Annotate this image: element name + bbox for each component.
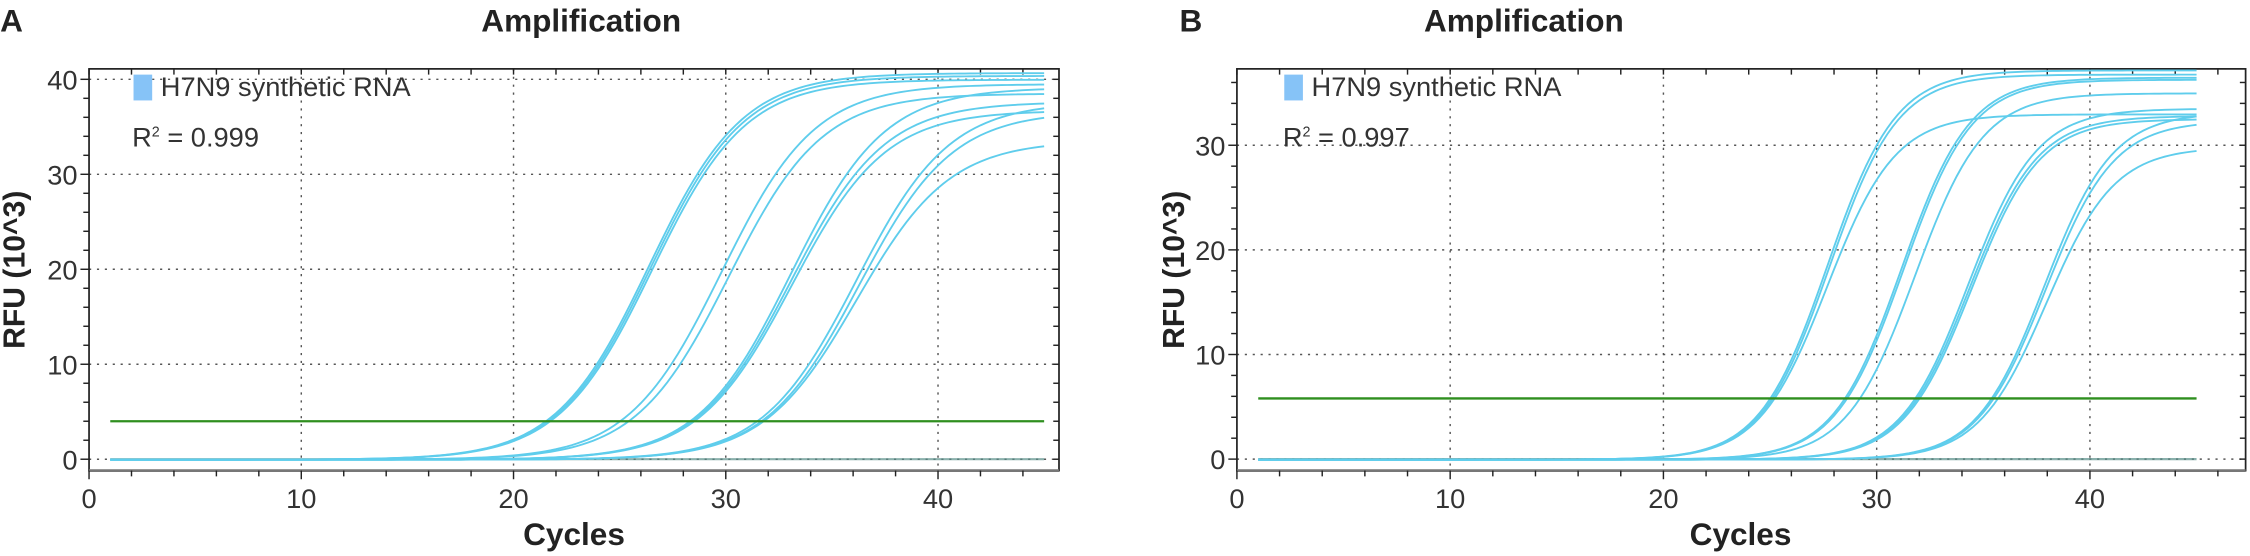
x-axis-label: Cycles xyxy=(523,516,625,552)
legend-label: H7N9 synthetic RNA xyxy=(1312,71,1563,102)
amplification-curve xyxy=(110,145,1045,461)
y-axis-label: RFU (10^3) xyxy=(0,191,31,349)
y-tick-label: 30 xyxy=(1195,130,1225,161)
x-tick-label: 0 xyxy=(1229,483,1244,514)
amplification-curve xyxy=(1258,113,2197,461)
y-tick-label: 20 xyxy=(1195,235,1225,266)
r-squared-prefix: R xyxy=(132,121,152,152)
amplification-curve xyxy=(1258,150,2197,461)
x-tick-label: 30 xyxy=(711,483,741,514)
y-tick-label: 40 xyxy=(47,64,77,95)
x-tick-label: 40 xyxy=(2075,483,2105,514)
r-squared-annotation: R2 = 0.997 xyxy=(1283,121,1410,152)
amplification-curve xyxy=(1258,115,2197,461)
legend-swatch xyxy=(133,74,153,101)
amplification-curve xyxy=(1258,115,2197,461)
y-tick-label: 10 xyxy=(1195,340,1225,371)
amplification-curve xyxy=(110,116,1045,461)
y-tick-label: 0 xyxy=(62,444,77,475)
x-tick-label: 40 xyxy=(923,483,953,514)
legend-label: H7N9 synthetic RNA xyxy=(161,71,412,102)
y-tick-label: 0 xyxy=(1210,444,1225,475)
y-tick-label: 30 xyxy=(47,159,77,190)
x-tick-label: 20 xyxy=(1648,483,1678,514)
y-tick-label: 10 xyxy=(47,349,77,380)
chart-title: Amplification xyxy=(481,3,681,39)
amplification-curve xyxy=(1258,118,2197,461)
x-tick-label: 10 xyxy=(286,483,316,514)
r-squared-value: = 0.999 xyxy=(160,121,259,152)
amplification-curve xyxy=(110,102,1045,461)
x-tick-label: 20 xyxy=(498,483,528,514)
panel-b: B Amplification 0 10 20 30 40 0 10 20 30 Cycles RFU … xyxy=(1158,3,2247,552)
x-axis-label: Cycles xyxy=(1690,516,1792,552)
x-tick-label: 10 xyxy=(1435,483,1465,514)
y-tick-label: 20 xyxy=(47,254,77,285)
y-axis-label: RFU (10^3) xyxy=(1158,191,1191,349)
x-tick-label: 30 xyxy=(1862,483,1892,514)
panel-label: A xyxy=(0,3,23,39)
r-squared-superscript: 2 xyxy=(1303,124,1311,140)
amplification-curve xyxy=(110,107,1045,461)
r-squared-prefix: R xyxy=(1283,121,1303,152)
amplification-curve xyxy=(1258,123,2197,461)
chart-title: Amplification xyxy=(1424,3,1624,39)
amplification-curve xyxy=(1258,108,2197,461)
panel-label: B xyxy=(1180,3,1203,39)
r-squared-superscript: 2 xyxy=(152,124,160,140)
r-squared-annotation: R2 = 0.999 xyxy=(132,121,259,152)
panel-a: A Amplification 0 10 20 30 40 0 10 20 30 40 Cycles RF… xyxy=(0,3,1060,552)
amplification-curve xyxy=(110,111,1045,461)
r-squared-value: = 0.997 xyxy=(1310,121,1409,152)
legend-swatch xyxy=(1284,74,1303,101)
x-tick-label: 0 xyxy=(81,483,96,514)
